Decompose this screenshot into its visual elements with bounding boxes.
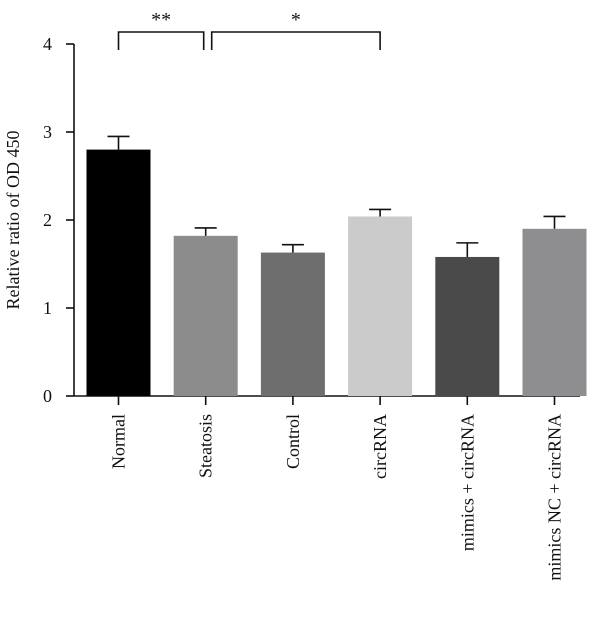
error-bar-5 (543, 215, 566, 229)
bar-1 (173, 235, 238, 396)
error-bar-4 (456, 242, 479, 257)
y-tick-label-4: 4 (43, 34, 52, 54)
significance-label-1: * (291, 9, 301, 31)
significance-label-0: ** (151, 9, 171, 31)
bar-0 (86, 149, 151, 396)
category-label-2: Control (283, 414, 303, 469)
category-labels: Normal Steatosis Control circRNA mimics + ci… (109, 414, 565, 581)
y-tick-label-2: 2 (43, 210, 52, 230)
error-bar-3 (369, 208, 392, 217)
category-label-4: mimics + circRNA (457, 414, 477, 551)
bars (86, 149, 587, 396)
significance-brackets: ** * (117, 9, 381, 50)
bar-4 (435, 256, 500, 396)
bar-2 (260, 252, 325, 396)
significance-bracket-0: ** (117, 9, 205, 50)
y-axis-title: Relative ratio of OD 450 (3, 131, 23, 310)
category-label-5: mimics NC + circRNA (545, 414, 565, 581)
y-tick-label-3: 3 (43, 122, 52, 142)
significance-bracket-1: * (210, 9, 381, 50)
bar-5 (522, 228, 587, 396)
error-bar-2 (281, 243, 304, 253)
error-bar-0 (107, 135, 130, 150)
y-tick-label-1: 1 (43, 298, 52, 318)
error-bars (107, 135, 566, 257)
category-label-3: circRNA (370, 414, 390, 479)
y-tick-label-0: 0 (43, 386, 52, 406)
error-bar-1 (194, 227, 217, 236)
bar-3 (348, 216, 413, 396)
category-label-0: Normal (109, 414, 129, 469)
category-label-1: Steatosis (196, 414, 216, 478)
